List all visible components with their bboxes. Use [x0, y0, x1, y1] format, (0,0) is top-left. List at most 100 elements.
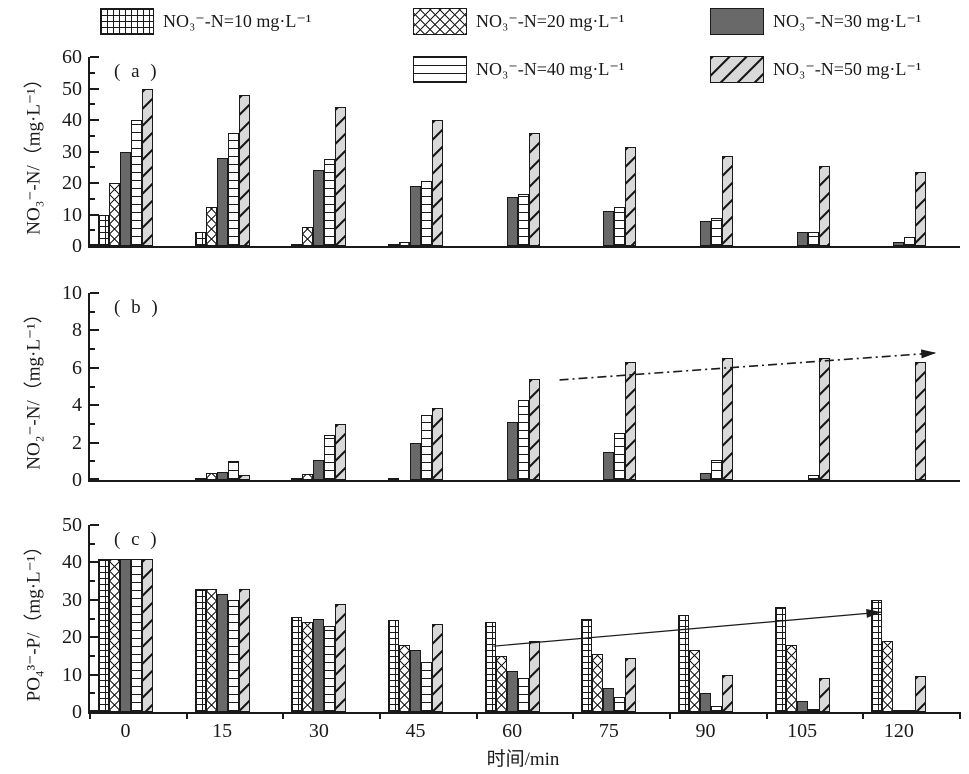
bar-c-t60-hlines	[517, 678, 529, 712]
x-tick	[89, 712, 91, 719]
bar-a-t60-hlines	[517, 194, 529, 246]
bar-a-t120-diagonal	[915, 171, 927, 246]
x-tick	[572, 712, 575, 719]
bar-b-t105-hlines	[807, 475, 819, 480]
x-tick-label: 30	[308, 720, 329, 742]
y-tick	[90, 166, 95, 169]
bar-c-t75-hlines	[614, 697, 626, 712]
bar-b-t30-crosshatch	[302, 474, 314, 480]
bar-b-t15-diagonal	[238, 474, 250, 480]
bar-b-t30-grid	[291, 478, 303, 480]
bar-a-t90-hlines	[711, 218, 722, 246]
y-tick	[90, 71, 95, 74]
bar-c-t75-diagonal	[625, 657, 637, 712]
bar-c-t105-grid	[774, 607, 786, 712]
bar-c-t90-crosshatch	[689, 650, 700, 712]
legend-item-10: NO₃⁻-N=10 mg·L⁻¹	[100, 8, 311, 35]
bar-b-t30-solid-dark	[313, 460, 325, 480]
bar-c-t90-hlines	[711, 706, 722, 712]
bar-a-t30-solid-dark	[313, 170, 325, 246]
x-tick-label: 75	[598, 720, 619, 742]
bar-c-t30-solid-dark	[313, 618, 325, 712]
bar-b-t75-hlines	[614, 433, 626, 480]
y-tick	[90, 197, 95, 200]
y-tick-label: 60	[62, 46, 82, 68]
bar-a-t45-hlines	[421, 181, 432, 246]
bar-a-t60-solid-dark	[506, 197, 518, 246]
y-tick-label: 30	[62, 588, 82, 611]
y-tick	[90, 654, 95, 657]
y-tick	[90, 87, 99, 90]
y-tick-label: 10	[62, 203, 82, 226]
bar-c-t30-crosshatch	[302, 622, 314, 712]
bar-a-t0-hlines	[131, 120, 142, 246]
bar-c-t45-hlines	[421, 661, 432, 712]
x-tick-label: 60	[502, 720, 523, 742]
y-tick-label: 30	[62, 140, 82, 163]
y-tick-label: 40	[62, 551, 82, 574]
x-tick	[379, 712, 381, 719]
bar-b-t15-hlines	[227, 461, 239, 480]
bar-c-t75-crosshatch	[592, 654, 604, 712]
legend-label-50: NO₃⁻-N=50 mg·L⁻¹	[773, 59, 922, 79]
legend-label-40: NO₃⁻-N=40 mg·L⁻¹	[476, 59, 625, 79]
bar-c-t60-crosshatch	[495, 655, 507, 712]
bar-b-t60-solid-dark	[506, 422, 518, 480]
y-tick	[90, 542, 95, 545]
bar-b-t60-hlines	[517, 399, 529, 480]
bar-a-t120-hlines	[904, 236, 916, 246]
x-tick-label: 120	[883, 720, 914, 742]
legend-swatch-hlines-icon	[413, 56, 467, 83]
bar-c-t120-solid-dark	[893, 710, 905, 712]
y-tick	[90, 441, 99, 444]
panel-label-a: ( a )	[114, 61, 160, 82]
bar-c-t0-hlines	[131, 558, 142, 712]
y-tick	[90, 580, 95, 583]
bar-b-t45-diagonal	[432, 408, 443, 480]
y-tick-label: 0	[72, 235, 82, 257]
bar-b-t75-solid-dark	[603, 451, 615, 480]
bar-c-t90-solid-dark	[700, 693, 711, 712]
y-tick	[90, 213, 99, 216]
bar-c-t120-grid	[871, 599, 883, 712]
legend-item-30: NO₃⁻-N=30 mg·L⁻¹	[710, 8, 921, 35]
bar-a-t0-solid-dark	[120, 151, 131, 246]
bar-b-t120-diagonal	[915, 362, 927, 480]
bar-c-t105-hlines	[807, 709, 819, 712]
bar-c-t15-solid-dark	[216, 594, 228, 712]
bar-b-t60-diagonal	[528, 379, 540, 480]
y-tick-label: 0	[72, 469, 82, 491]
y-tick	[90, 348, 95, 351]
y-tick	[90, 366, 99, 369]
y-tick	[90, 103, 95, 106]
bar-c-t15-diagonal	[238, 588, 250, 712]
bar-b-t90-diagonal	[722, 358, 733, 480]
bar-c-t75-solid-dark	[603, 687, 615, 712]
x-tick	[959, 712, 961, 719]
x-tick-label: 45	[405, 720, 426, 742]
y-tick	[90, 244, 99, 246]
panel-label-c: ( c )	[114, 529, 160, 550]
bar-c-t90-grid	[678, 614, 689, 712]
bar-a-t30-hlines	[324, 159, 336, 246]
y-tick-label: 20	[62, 172, 82, 194]
y-tick	[90, 692, 95, 695]
bar-c-t0-crosshatch	[109, 558, 120, 712]
bar-a-t90-diagonal	[722, 156, 733, 246]
legend-item-50: NO₃⁻-N=50 mg·L⁻¹	[710, 56, 921, 83]
x-tick-label: 0	[120, 720, 131, 742]
panel-label-b: ( b )	[114, 297, 161, 318]
bar-c-t15-grid	[194, 588, 206, 712]
bar-b-t105-diagonal	[818, 358, 830, 480]
bar-a-t90-solid-dark	[700, 220, 711, 246]
y-tick-label: 0	[72, 701, 82, 723]
bar-c-t0-grid	[98, 558, 109, 712]
x-tick	[765, 712, 768, 719]
bar-b-t75-diagonal	[625, 362, 637, 480]
bar-c-t30-grid	[291, 616, 303, 712]
bar-c-t120-diagonal	[915, 676, 927, 712]
bar-b-t30-diagonal	[335, 423, 347, 480]
bar-c-t60-grid	[484, 622, 496, 712]
bar-a-t105-hlines	[807, 232, 819, 246]
